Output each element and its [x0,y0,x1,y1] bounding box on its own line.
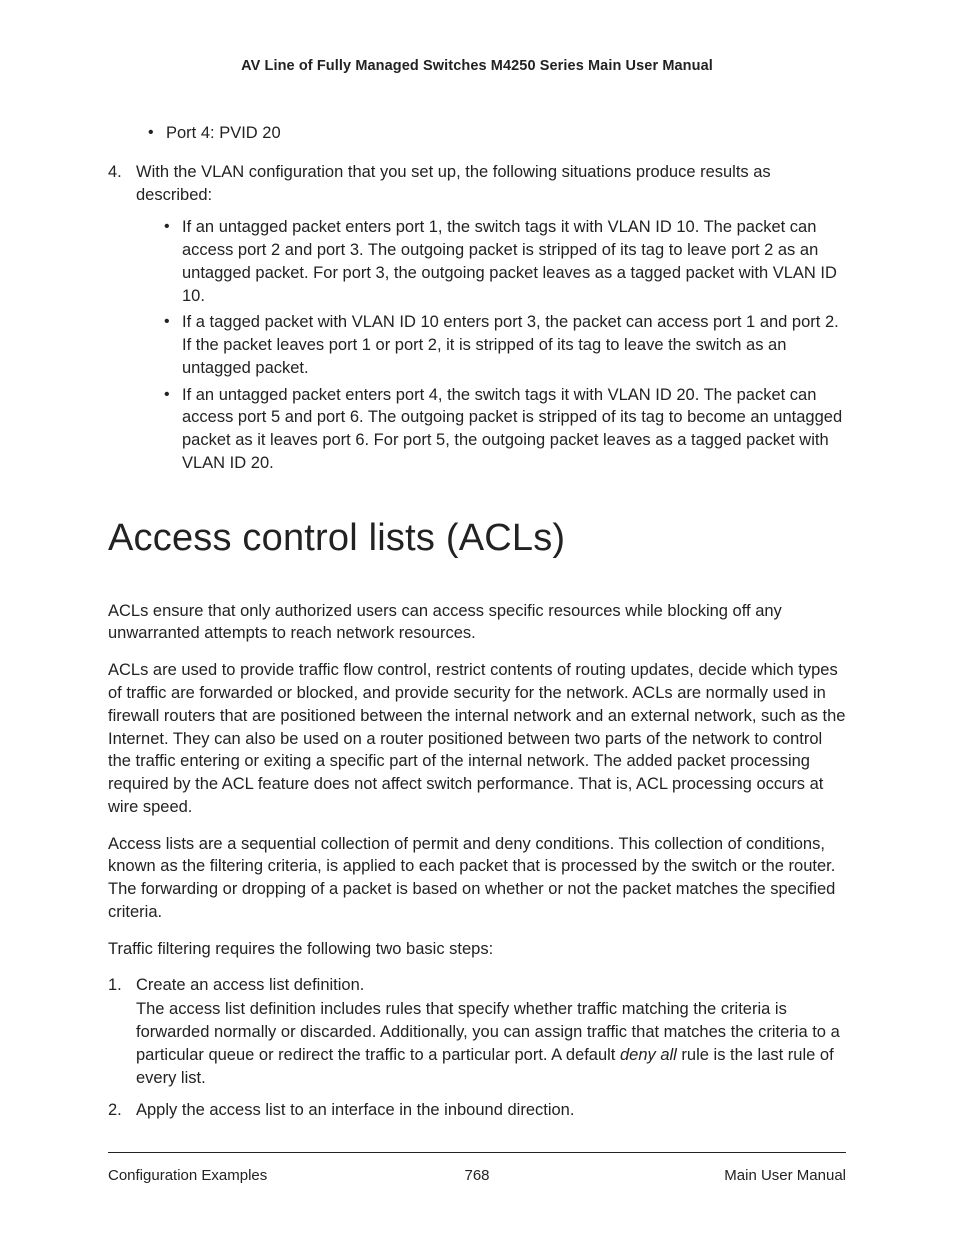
paragraph: Traffic filtering requires the following… [108,938,846,961]
numbered-step-4: 4. With the VLAN configuration that you … [108,161,846,207]
step-title: Apply the access list to an interface in… [136,1099,846,1122]
emphasis: deny all [620,1046,677,1064]
paragraph: Access lists are a sequential collection… [108,833,846,924]
paragraph: ACLs ensure that only authorized users c… [108,600,846,646]
step-1: 1. Create an access list definition. The… [108,974,846,1089]
footer-page-number: 768 [354,1167,600,1184]
step-body: The access list definition includes rule… [136,998,846,1089]
list-item: If an untagged packet enters port 1, the… [164,216,846,307]
footer-left: Configuration Examples [108,1167,354,1184]
footer-right: Main User Manual [600,1167,846,1184]
steps-list: 1. Create an access list definition. The… [108,974,846,1122]
footer-rule [108,1152,846,1153]
continuation-bullet-list: Port 4: PVID 20 [148,122,846,145]
list-item: If an untagged packet enters port 4, the… [164,384,846,475]
list-item: If a tagged packet with VLAN ID 10 enter… [164,311,846,379]
step-number: 2. [108,1099,136,1122]
section-heading: Access control lists (ACLs) [108,517,846,560]
list-item: Port 4: PVID 20 [148,122,846,145]
step-2: 2. Apply the access list to an interface… [108,1099,846,1122]
document-header: AV Line of Fully Managed Switches M4250 … [108,58,846,74]
paragraph: ACLs are used to provide traffic flow co… [108,659,846,818]
step-number: 4. [108,161,136,207]
page-footer: Configuration Examples 768 Main User Man… [108,1167,846,1184]
step-title: Create an access list definition. [136,974,846,997]
step-text: With the VLAN configuration that you set… [136,161,846,207]
step-number: 1. [108,974,136,1089]
step4-bullet-list: If an untagged packet enters port 1, the… [164,216,846,474]
